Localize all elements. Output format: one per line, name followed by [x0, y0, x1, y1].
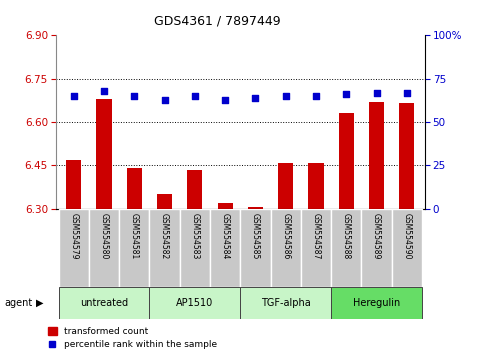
- Text: GSM554586: GSM554586: [281, 213, 290, 259]
- Bar: [399, 103, 414, 209]
- Point: [403, 90, 411, 96]
- Text: agent: agent: [5, 298, 33, 308]
- Bar: [119, 209, 149, 287]
- Text: TGF-alpha: TGF-alpha: [261, 298, 311, 308]
- Legend: transformed count, percentile rank within the sample: transformed count, percentile rank withi…: [48, 327, 217, 349]
- Point: [221, 97, 229, 102]
- Bar: [210, 209, 241, 287]
- Bar: [241, 209, 270, 287]
- Bar: [339, 114, 354, 209]
- Bar: [241, 287, 331, 319]
- Bar: [270, 209, 301, 287]
- Bar: [180, 209, 210, 287]
- Bar: [217, 203, 233, 209]
- Text: GSM554589: GSM554589: [372, 213, 381, 259]
- Bar: [89, 209, 119, 287]
- Bar: [149, 287, 241, 319]
- Point: [161, 97, 169, 102]
- Text: GSM554580: GSM554580: [99, 213, 109, 259]
- Bar: [149, 209, 180, 287]
- Text: ▶: ▶: [36, 298, 44, 308]
- Text: GSM554590: GSM554590: [402, 213, 412, 259]
- Bar: [369, 102, 384, 209]
- Text: GSM554581: GSM554581: [130, 213, 139, 259]
- Bar: [187, 170, 202, 209]
- Text: GSM554583: GSM554583: [190, 213, 199, 259]
- Point: [312, 93, 320, 99]
- Text: Heregulin: Heregulin: [353, 298, 400, 308]
- Point: [373, 90, 381, 96]
- Text: GSM554584: GSM554584: [221, 213, 229, 259]
- Point: [70, 93, 78, 99]
- Bar: [309, 162, 324, 209]
- Bar: [361, 209, 392, 287]
- Text: AP1510: AP1510: [176, 298, 213, 308]
- Bar: [66, 160, 81, 209]
- Bar: [278, 162, 293, 209]
- Point: [282, 93, 290, 99]
- Point: [130, 93, 138, 99]
- Bar: [248, 207, 263, 209]
- Text: GSM554587: GSM554587: [312, 213, 321, 259]
- Text: GSM554585: GSM554585: [251, 213, 260, 259]
- Bar: [58, 287, 149, 319]
- Bar: [301, 209, 331, 287]
- Bar: [331, 209, 361, 287]
- Text: GDS4361 / 7897449: GDS4361 / 7897449: [154, 14, 281, 27]
- Text: GSM554588: GSM554588: [342, 213, 351, 259]
- Point: [252, 95, 259, 101]
- Bar: [392, 209, 422, 287]
- Bar: [331, 287, 422, 319]
- Point: [100, 88, 108, 94]
- Text: GSM554582: GSM554582: [160, 213, 169, 259]
- Point: [342, 92, 350, 97]
- Bar: [58, 209, 89, 287]
- Bar: [127, 169, 142, 209]
- Bar: [157, 194, 172, 209]
- Text: untreated: untreated: [80, 298, 128, 308]
- Text: GSM554579: GSM554579: [69, 213, 78, 259]
- Bar: [97, 99, 112, 209]
- Point: [191, 93, 199, 99]
